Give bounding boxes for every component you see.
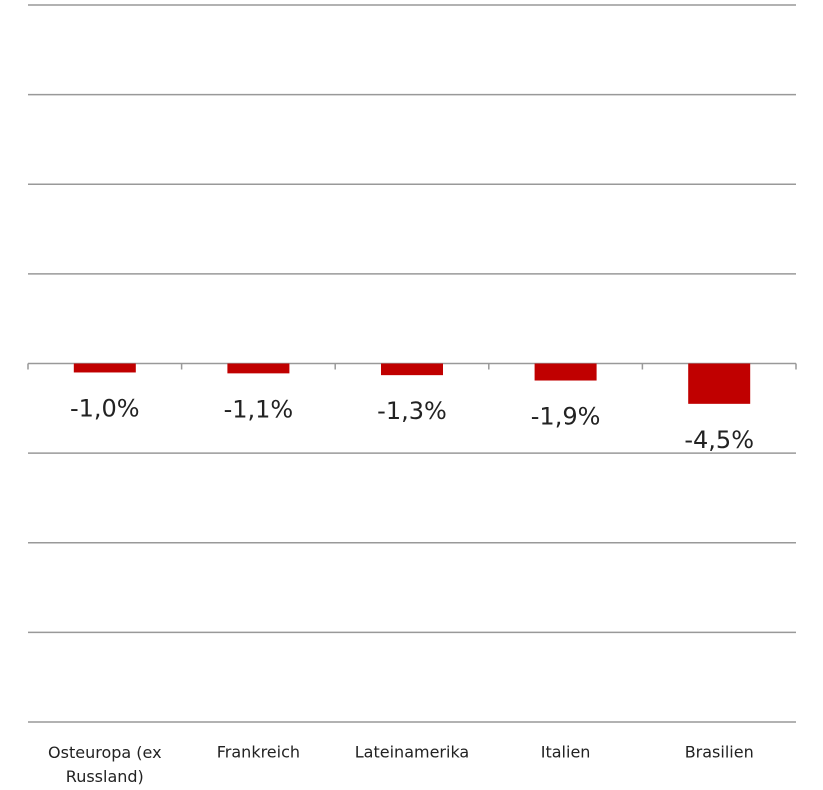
bar	[688, 363, 751, 404]
x-tick-label: Brasilien	[685, 743, 754, 762]
data-label: -1,9%	[531, 403, 601, 431]
bar	[534, 363, 597, 381]
data-label: -1,0%	[70, 394, 140, 422]
data-label: -4,5%	[684, 426, 754, 454]
data-label: -1,3%	[377, 397, 447, 425]
x-tick-label: Frankreich	[217, 743, 300, 762]
bar	[227, 363, 290, 374]
x-tick-label: Osteuropa (ex Russland)	[48, 743, 162, 786]
x-tick-label: Italien	[541, 743, 591, 762]
data-label: -1,1%	[224, 395, 294, 423]
bar	[73, 363, 136, 373]
x-tick-label: Lateinamerika	[355, 743, 469, 762]
bar	[381, 363, 443, 376]
